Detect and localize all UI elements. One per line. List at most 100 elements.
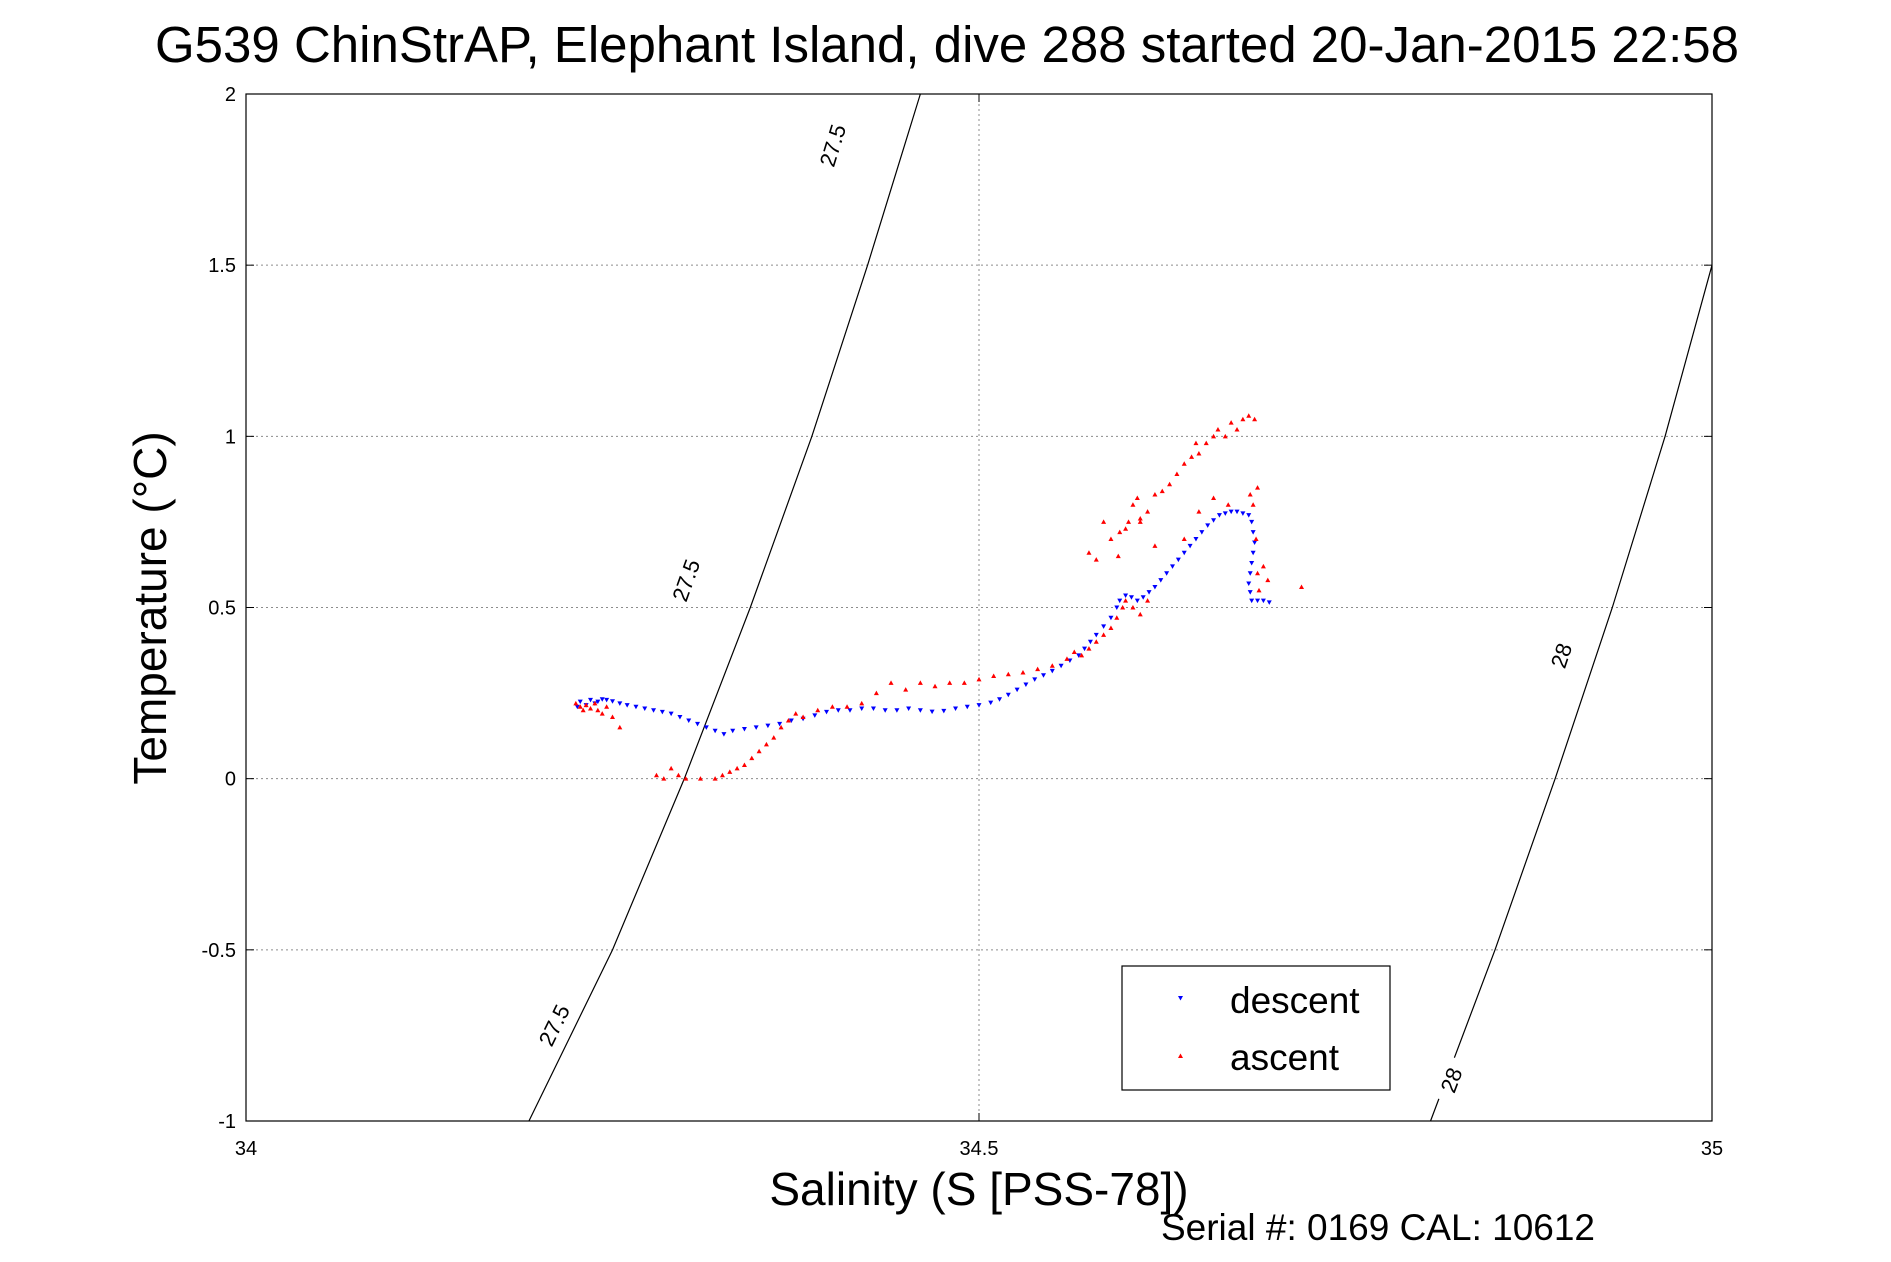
ascent-point [844,704,850,709]
ascent-point [1193,440,1199,446]
ascent-point [1093,639,1099,644]
ascent-point [1005,671,1011,677]
descent-point [997,697,1003,702]
ascent-point [1071,649,1077,655]
ascent-point [771,735,777,740]
y-tick-label: 0 [225,769,236,791]
ascent-point [1137,515,1143,521]
descent-point [953,706,959,711]
descent-point [835,708,841,713]
descent-point [1041,673,1047,678]
descent-point [721,732,727,737]
ascent-point [1123,526,1129,531]
ascent-point [1253,536,1259,542]
descent-point [1249,598,1255,604]
contour-label-bg [814,120,851,170]
series-descent [574,509,1272,737]
ascent-point [1159,488,1165,494]
ascent-point [1181,536,1187,542]
ascent-point [610,714,615,720]
ascent-point [595,707,601,713]
data-series [573,413,1305,781]
ascent-point [1145,598,1151,603]
ascent-point [1265,577,1271,583]
descent-point [1234,509,1240,515]
ascent-point [815,707,821,713]
descent-point [777,721,783,727]
descent-point [824,709,830,715]
ascent-point [741,762,747,767]
ascent-point [1101,632,1107,637]
descent-point [1123,593,1129,599]
ascent-point [1181,461,1187,466]
ascent-point [1035,666,1041,672]
descent-point [1247,590,1253,595]
ascent-point [1130,605,1136,610]
descent-point [976,703,982,708]
descent-point [1181,550,1187,556]
legend-box [1121,965,1391,1091]
ascent-point [1234,426,1240,432]
ascent-point [1117,529,1123,535]
ascent-point [583,702,589,708]
ascent-point [1123,598,1129,603]
ascent-point [1240,416,1246,422]
ascent-point [727,769,733,774]
descent-point [1014,687,1020,693]
descent-point [1164,571,1170,576]
descent-point [1247,571,1253,576]
descent-point [882,708,888,713]
x-tick-label: 34 [235,1138,257,1160]
y-axis-label: Temperature (°C) [124,431,176,784]
descent-point [753,725,759,730]
descent-point [642,706,648,711]
ascent-point [1108,536,1114,542]
ascent-point [1260,563,1266,569]
legend-ascent-marker [1178,1053,1183,1058]
descent-point [651,708,657,713]
descent-point [988,700,994,706]
ascent-point [573,700,579,706]
ascent-point [1299,584,1305,589]
ascent-point [580,707,586,713]
descent-point [788,718,794,723]
descent-point [1240,511,1246,516]
contour-label-bg [533,1000,575,1051]
ascent-point [1196,509,1202,514]
ascent-point [1255,570,1261,576]
ascent-point [1225,502,1231,507]
ascent-point [604,704,610,709]
descent-point [1222,511,1228,516]
ascent-point [778,724,784,730]
descent-point [610,699,615,704]
ascent-point [1120,605,1126,610]
descent-point [1117,598,1123,604]
ascent-point [763,741,769,747]
descent-point [617,701,623,706]
ascent-point [1174,471,1180,476]
descent-point [1266,600,1272,605]
ascent-point [661,776,667,781]
descent-point [847,708,853,713]
descent-point [588,697,594,703]
y-tick-label: 1.5 [208,255,236,277]
legend-descent-marker [1178,996,1183,1001]
descent-point [1199,530,1205,535]
descent-point [1249,560,1255,566]
series-ascent [573,413,1305,781]
descent-point [604,697,610,703]
x-tick-label: 34.5 [960,1138,999,1160]
ascent-point [719,772,725,778]
descent-point [870,706,876,711]
ascent-point [961,680,967,685]
descent-point [1108,615,1114,621]
ascent-point [976,676,982,682]
ascent-point [599,711,605,716]
ascent-point [1256,587,1262,593]
ascent-point [1252,416,1258,422]
descent-point [1216,513,1222,518]
descent-point [1250,530,1256,535]
descent-point [1128,595,1134,600]
ascent-point [1250,502,1256,507]
ascent-point [1211,495,1217,500]
